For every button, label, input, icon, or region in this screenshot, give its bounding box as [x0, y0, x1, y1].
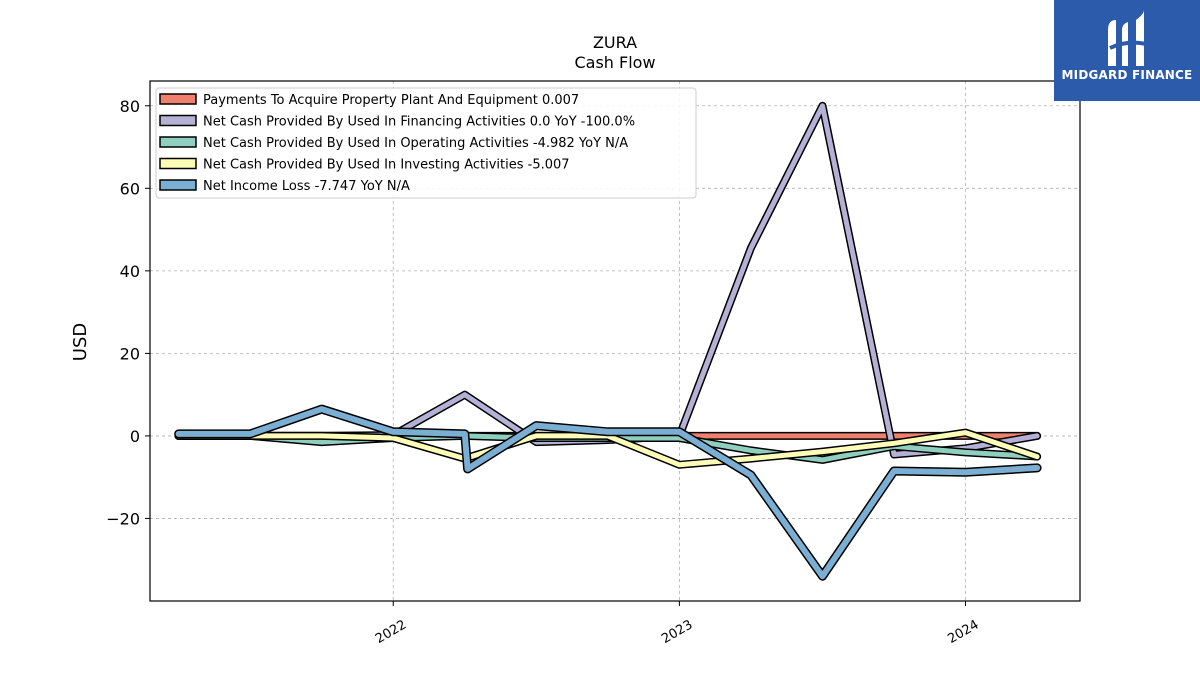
logo-mark-icon [1108, 10, 1147, 66]
y-axis-label: USD [70, 323, 91, 361]
x-tick-label: 2023 [659, 617, 695, 647]
y-tick-label: 60 [120, 179, 140, 198]
legend-swatch [159, 93, 197, 105]
legend-label: Payments To Acquire Property Plant And E… [203, 93, 579, 108]
series-lines [174, 101, 1042, 581]
legend-box [155, 87, 697, 199]
y-tick-label: 80 [120, 97, 140, 116]
legend-swatch [159, 179, 197, 191]
series-line [175, 406, 1041, 580]
legend-label: Net Income Loss -7.747 YoY N/A [203, 179, 410, 194]
y-tick-label: −20 [106, 509, 140, 528]
logo-text: MIDGARD FINANCE [1061, 68, 1193, 82]
chart-subtitle: Cash Flow [574, 53, 655, 72]
legend-swatch [159, 157, 197, 170]
legend-swatch [159, 114, 197, 127]
plot-frame [149, 80, 1081, 602]
chart-title: ZURA [593, 33, 637, 52]
legend-label: Net Cash Provided By Used In Operating A… [203, 136, 628, 151]
legend-label: Net Cash Provided By Used In Investing A… [203, 158, 570, 173]
legend: Payments To Acquire Property Plant And E… [155, 87, 697, 199]
y-tick-label: 0 [130, 427, 140, 446]
x-tick-label: 2022 [373, 617, 409, 647]
brand-logo: MIDGARD FINANCE [1054, 0, 1200, 101]
y-tick-label: 20 [120, 344, 140, 363]
y-tick-label: 40 [120, 262, 140, 281]
legend-swatch [159, 136, 197, 148]
x-tick-label: 2024 [945, 617, 981, 647]
legend-label: Net Cash Provided By Used In Financing A… [203, 115, 635, 130]
